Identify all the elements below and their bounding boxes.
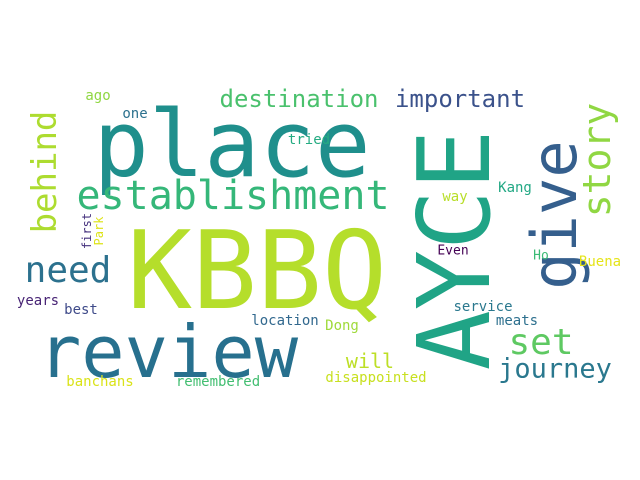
word-best: best — [64, 302, 98, 318]
word-service: service — [453, 299, 513, 315]
word-tried: tried — [287, 132, 331, 148]
word-establishment: establishment — [76, 173, 390, 219]
word-park: Park — [92, 216, 106, 246]
word-meats: meats — [495, 313, 539, 329]
word-need: need — [24, 250, 112, 291]
word-review: review — [37, 310, 299, 394]
word-even: Even — [437, 243, 469, 259]
word-location: location — [251, 313, 319, 329]
word-disappointed: disappointed — [325, 370, 427, 386]
word-important: important — [394, 85, 526, 113]
word-story: story — [575, 102, 619, 218]
word-set: set — [508, 322, 574, 363]
word-behind: behind — [25, 110, 65, 234]
word-dong: Dong — [325, 318, 359, 334]
word-years: years — [16, 293, 60, 309]
word-will: will — [345, 349, 395, 373]
word-remembered: remembered — [175, 374, 261, 390]
word-ho: Ho — [533, 248, 549, 264]
word-place: place — [93, 91, 371, 198]
word-ago: ago — [85, 88, 111, 104]
word-buena: Buena — [578, 254, 622, 270]
word-one: one — [122, 106, 148, 122]
word-banchans: banchans — [66, 374, 134, 390]
word-way: way — [442, 189, 468, 205]
word-destination: destination — [219, 85, 379, 113]
word-kbbq: KBBQ — [126, 209, 388, 334]
word-journey: journey — [498, 353, 612, 385]
word-kang: Kang — [498, 180, 532, 196]
